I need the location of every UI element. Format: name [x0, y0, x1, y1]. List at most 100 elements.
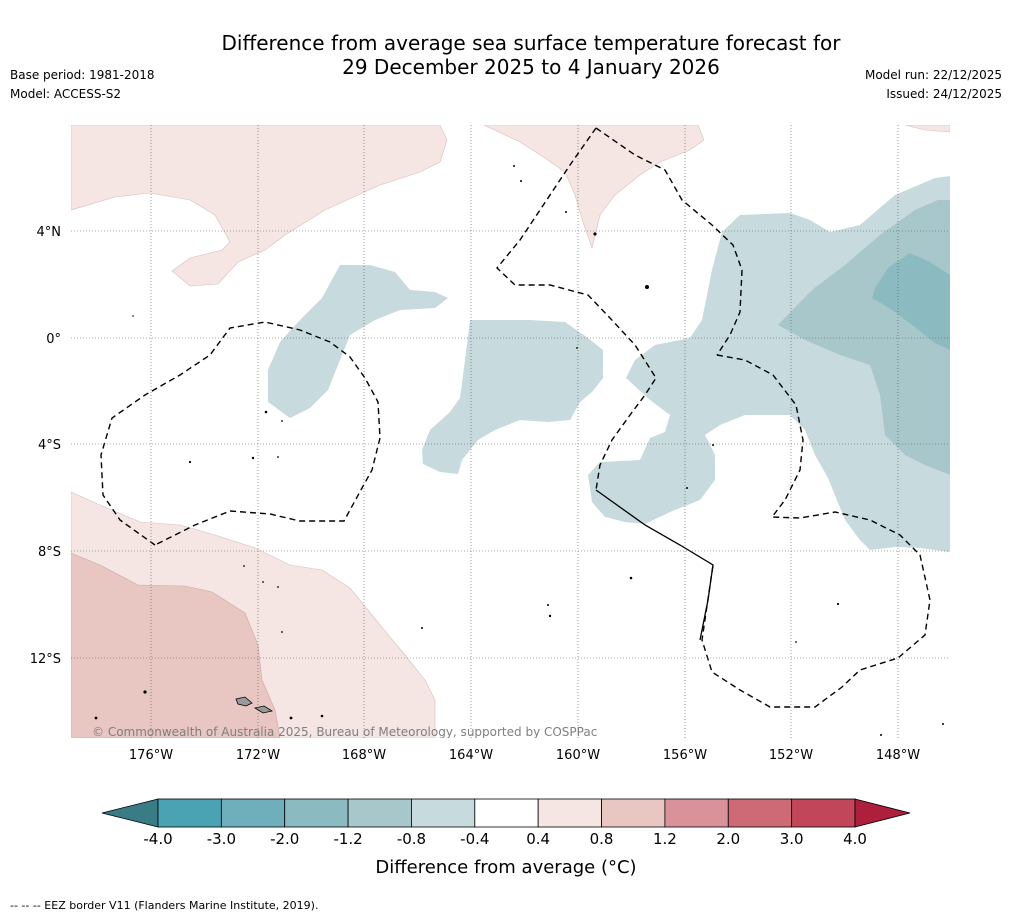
model-run: Model run: 22/12/2025	[864, 68, 1002, 82]
lon-label: 160°W	[556, 748, 600, 763]
colorbar-segment	[664, 798, 729, 828]
lon-label: 164°W	[449, 748, 493, 763]
island	[281, 631, 283, 633]
eez-borders	[100, 127, 931, 708]
colorbar-segment	[347, 798, 412, 828]
island	[836, 602, 840, 606]
colorbar: -4.0 -3.0 -2.0 -1.2 -0.8 -0.4 0.4 0.8 1.2 2.0 3.0 4…	[101, 798, 911, 878]
colorbar-tick-label: 2.0	[716, 830, 740, 848]
colorbar-tick-label: 1.2	[653, 830, 677, 848]
issued-date: Issued: 24/12/2025	[886, 87, 1002, 101]
lon-label: 156°W	[663, 748, 707, 763]
eez-border-solid	[595, 489, 714, 641]
colorbar-tick-label: 0.8	[590, 830, 614, 848]
lat-label: 0°	[46, 332, 61, 347]
colorbar-tick-label: -4.0	[143, 830, 172, 848]
eez-border-kiribati-phoenix	[595, 127, 743, 356]
colorbar-tick-labels: -4.0 -3.0 -2.0 -1.2 -0.8 -0.4 0.4 0.8 1.2 2.0 3.0 4…	[143, 830, 867, 848]
colorbar-tick-label: -2.0	[270, 830, 299, 848]
model-name: Model: ACCESS-S2	[10, 87, 122, 101]
island	[188, 460, 192, 464]
colorbar-tick-label: 4.0	[843, 830, 867, 848]
island-samoa-small	[253, 705, 274, 714]
lat-label: 4°S	[38, 438, 61, 453]
island	[143, 690, 147, 694]
colorbar-segment	[284, 798, 349, 828]
colorbar-tick-label: -1.2	[333, 830, 362, 848]
cool-anomaly-east-inner	[872, 253, 950, 350]
colorbar-segment	[601, 798, 666, 828]
warm-anomaly-northwest	[71, 125, 448, 287]
island	[289, 716, 293, 720]
islands	[94, 165, 944, 736]
island	[243, 565, 245, 567]
map-title: Difference from average sea surface temp…	[0, 31, 1011, 79]
island	[565, 211, 567, 213]
map-credit: © Commonwealth of Australia 2025, Bureau…	[92, 725, 597, 739]
colorbar-segment	[727, 798, 793, 828]
island	[251, 456, 255, 460]
colorbar-tick-label: 0.4	[526, 830, 550, 848]
warm-anomaly-north	[483, 125, 705, 250]
island	[513, 165, 515, 167]
lat-label: 8°S	[38, 545, 61, 560]
lon-label: 168°W	[342, 748, 386, 763]
colorbar-title: Difference from average (°C)	[375, 857, 636, 878]
map-area: © Commonwealth of Australia 2025, Bureau…	[71, 125, 950, 739]
island	[132, 315, 134, 317]
footer-note: -- -- -- EEZ border V11 (Flanders Marine…	[10, 899, 319, 912]
title-line-2: 29 December 2025 to 4 January 2026	[342, 55, 720, 79]
colorbar-segments	[157, 798, 856, 828]
island	[421, 627, 423, 629]
colorbar-segment	[791, 798, 856, 828]
colorbar-segment	[157, 798, 222, 828]
colorbar-over-arrow	[854, 798, 911, 828]
island	[520, 180, 522, 182]
island	[880, 734, 882, 736]
colorbar-segment	[474, 798, 539, 828]
island	[712, 444, 714, 446]
colorbar-segment	[411, 798, 476, 828]
island	[629, 576, 633, 580]
island	[686, 487, 688, 489]
lon-label: 172°W	[236, 748, 280, 763]
lon-label: 176°W	[129, 748, 173, 763]
island-samoa-large	[235, 696, 253, 707]
title-line-1: Difference from average sea surface temp…	[221, 31, 841, 55]
longitude-labels: 176°W 172°W 168°W 164°W 160°W 156°W 152°…	[129, 748, 920, 763]
cool-anomaly-central-west	[268, 265, 448, 418]
colorbar-tick-label: 3.0	[780, 830, 804, 848]
island	[645, 285, 649, 289]
meta-left: Base period: 1981-2018 Model: ACCESS-S2	[10, 66, 155, 104]
colorbar-tick-label: -3.0	[207, 830, 236, 848]
warm-anomaly-southwest-core	[71, 552, 281, 738]
island	[942, 723, 944, 725]
island	[795, 641, 797, 643]
latitude-labels: 4°N 0° 4°S 8°S 12°S	[30, 225, 61, 667]
base-period: Base period: 1981-2018	[10, 68, 155, 82]
colorbar-tick-label: -0.8	[397, 830, 426, 848]
colorbar-segment	[537, 798, 602, 828]
island	[547, 604, 549, 606]
colorbar-under-arrow	[101, 798, 159, 828]
island	[548, 614, 552, 618]
lat-label: 12°S	[30, 652, 61, 667]
meta-right: Model run: 22/12/2025 Issued: 24/12/2025	[865, 66, 1002, 104]
island	[593, 232, 597, 236]
island	[277, 586, 279, 588]
island	[264, 410, 268, 414]
colorbar-tick-label: -0.4	[460, 830, 489, 848]
colorbar-segment	[220, 798, 286, 828]
island	[277, 456, 279, 458]
lon-label: 148°W	[876, 748, 920, 763]
island	[320, 714, 324, 718]
island	[576, 347, 578, 349]
island	[281, 420, 283, 422]
cool-anomaly-central	[422, 320, 603, 474]
gridlines	[71, 125, 950, 738]
lat-label: 4°N	[37, 225, 62, 240]
island	[262, 581, 264, 583]
lon-label: 152°W	[769, 748, 813, 763]
island	[94, 716, 98, 720]
